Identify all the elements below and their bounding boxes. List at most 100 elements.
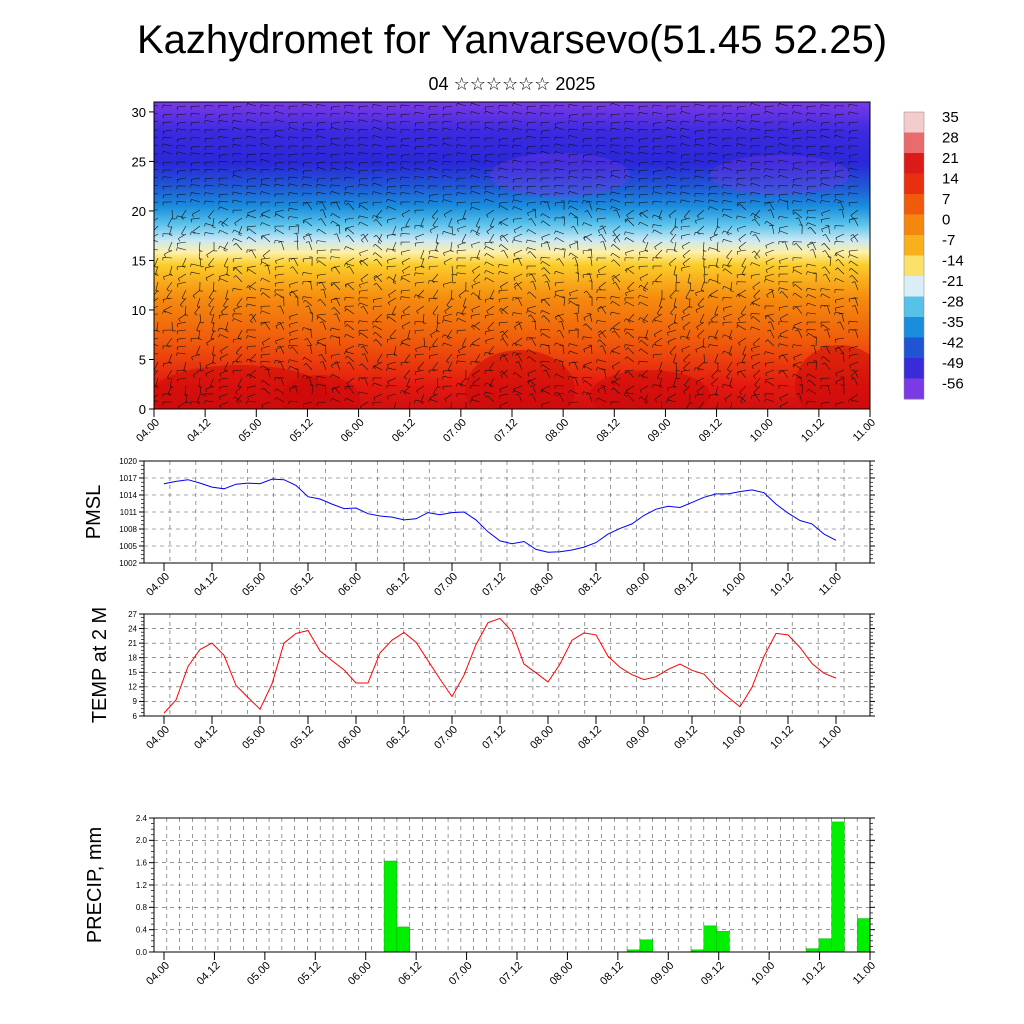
wind-barb-feather [809,241,813,244]
wind-barb [527,145,537,148]
wind-barb-feather [554,247,556,252]
wind-barb-feather [288,207,290,212]
wind-barb [587,210,593,219]
wind-barb [303,257,313,260]
wind-barb-feather [610,174,612,179]
wind-barb-feather [599,225,603,228]
precip-y-tick-label: 2.0 [136,836,148,845]
wind-barb [825,345,831,355]
wind-barb [849,111,859,115]
wind-barb [472,324,481,331]
wind-barb-feather [835,346,839,350]
wind-barb [610,137,621,139]
colorbar-label: 7 [942,191,950,208]
wind-barb [180,297,187,306]
wind-barb [488,345,495,354]
wind-barb [261,277,271,283]
wind-barb-feather [852,329,856,331]
wind-barb-feather [610,150,612,155]
wind-barb [500,205,509,211]
wind-barb [779,159,789,163]
wind-barb-feather [150,239,152,242]
wind-barb-feather [597,309,599,313]
wind-barb [738,233,747,240]
wind-barb [558,258,565,267]
wind-barb-feather [685,297,689,300]
wind-barb [613,259,621,267]
wind-barb [322,321,327,331]
wind-barb [359,177,369,180]
wind-barb-feather [610,199,612,203]
wind-barb [513,185,523,188]
wind-barb [154,136,159,139]
wind-barb [835,369,845,374]
wind-barb [375,313,383,321]
wind-barb [751,182,761,187]
wind-barb-feather [373,219,377,222]
wind-barb-feather [205,365,208,369]
wind-barb [261,183,271,187]
wind-barb [485,352,495,355]
wind-barb [583,160,593,163]
wind-barb-feather [316,104,318,108]
wind-barb-feather [221,224,224,227]
wind-barb [737,119,747,123]
wind-barb [387,385,397,387]
wind-barb [540,137,551,139]
wind-barb [599,339,607,347]
wind-barb-feather [373,258,377,262]
wind-barb [321,354,327,363]
wind-barb-feather [666,119,668,124]
wind-barb [359,320,369,323]
wind-barb-feather [723,317,725,321]
precip-bar [716,931,730,953]
wind-barb-feather [529,393,533,396]
wind-barb [280,361,285,371]
wind-barb-feather [442,342,444,346]
wind-barb-feather [246,214,248,219]
wind-barb [499,385,509,390]
wind-barb [597,207,607,211]
wind-barb [485,169,495,172]
wind-barb [363,306,369,315]
wind-barb [450,401,453,409]
wind-barb [155,377,159,387]
wind-barb [686,329,691,339]
wind-barb-feather [572,377,576,379]
wind-barb [681,369,691,372]
wind-barb [555,104,565,107]
wind-barb [261,233,271,237]
wind-barb [798,217,803,227]
wind-barb [824,362,831,371]
wind-barb-feather [274,212,277,216]
wind-barb [754,218,761,227]
wind-barb [261,152,271,155]
wind-barb [233,169,243,172]
wind-barb [443,127,453,131]
wind-barb [639,209,649,215]
wind-barb-feather [540,213,543,217]
wind-barb [335,297,341,307]
wind-barb [233,305,243,310]
wind-barb-feather [178,318,181,322]
wind-barb [475,217,481,227]
wind-barb [331,191,341,195]
wind-barb [737,105,747,108]
wind-barb-feather [527,308,529,312]
heatmap-x-tick-label: 10.00 [748,417,776,445]
wind-barb-feather [386,219,389,224]
wind-barb-feather [387,381,390,385]
wind-barb [262,292,271,299]
wind-barb-feather [806,333,809,337]
wind-barb [737,193,747,196]
wind-barb-feather [779,291,783,294]
wind-barb [765,351,775,355]
wind-barb-feather [554,151,556,155]
wind-barb-feather [176,179,178,183]
wind-barb-feather [498,176,500,180]
wind-barb [527,191,537,195]
wind-barb [206,337,215,344]
wind-barb-feather [500,353,504,356]
wind-barb [853,217,859,227]
precip-y-tick-label: 0.8 [136,903,148,912]
